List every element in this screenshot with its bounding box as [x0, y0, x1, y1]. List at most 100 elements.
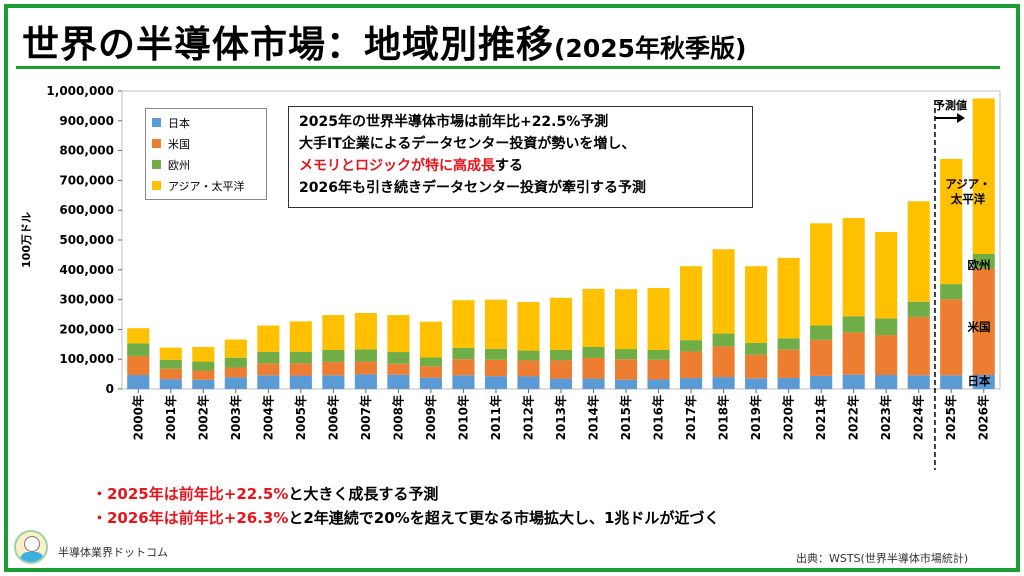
forecast-label: 予測値: [934, 99, 967, 112]
bar-japan-8: [387, 374, 410, 389]
bar-asia-25: [940, 158, 963, 285]
bar-americas-15: [614, 359, 638, 380]
bar-americas-7: [354, 361, 377, 375]
x-tick-label: 2005年: [293, 395, 308, 440]
title-underline: [16, 66, 1000, 69]
x-tick-label: 2020年: [781, 395, 796, 440]
bar-europe-13: [549, 349, 573, 361]
x-tick-label: 2022年: [846, 395, 861, 440]
bar-asia-1: [159, 347, 182, 360]
bar-europe-10: [452, 347, 475, 360]
bar-japan-23: [875, 374, 898, 389]
summary-line-1: 2025年の世界半導体市場は前年比+22.5%予測: [299, 114, 609, 130]
bar-asia-12: [517, 301, 540, 351]
bar-japan-26: [972, 374, 995, 389]
segment-label-japan: 日本: [967, 374, 991, 388]
bar-americas-2: [192, 370, 215, 380]
bar-asia-22: [842, 217, 865, 317]
y-tick-label: 100,000: [59, 352, 114, 366]
bar-japan-15: [614, 379, 638, 389]
segment-label-europe: 欧州: [967, 258, 991, 272]
summary-line-3: メモリとロジックが特に高成長する: [299, 155, 742, 177]
legend-item-asia: アジア・太平洋: [152, 175, 260, 196]
bar-americas-24: [907, 316, 930, 376]
bar-americas-23: [875, 335, 898, 375]
bar-americas-18: [712, 346, 735, 378]
x-tick-label: 2017年: [683, 395, 698, 440]
legend-swatch-americas: [152, 139, 161, 148]
bullet-2-highlight: ・2026年は前年比+26.3%: [92, 509, 289, 527]
bar-asia-16: [647, 287, 670, 350]
bullet-list: ・2025年は前年比+22.5%と大きく成長する予測 ・2026年は前年比+26…: [92, 482, 719, 530]
bar-americas-22: [842, 332, 865, 375]
logo-body: [20, 552, 44, 562]
x-tick-label: 2012年: [520, 395, 535, 440]
bar-europe-24: [907, 301, 930, 317]
bar-americas-0: [127, 355, 150, 375]
bar-europe-19: [745, 342, 768, 355]
bar-americas-17: [680, 351, 703, 378]
bar-europe-17: [680, 340, 703, 352]
x-tick-label: 2002年: [195, 395, 210, 440]
bar-asia-11: [484, 299, 508, 349]
x-tick-label: 2016年: [651, 395, 666, 440]
bar-japan-13: [549, 378, 573, 389]
bar-americas-12: [517, 360, 540, 377]
bullet-1: ・2025年は前年比+22.5%と大きく成長する予測: [92, 482, 719, 506]
bar-americas-25: [940, 299, 963, 376]
bar-japan-24: [907, 375, 930, 389]
chart-legend: 日本 米国 欧州 アジア・太平洋: [145, 108, 267, 200]
bar-europe-6: [322, 349, 345, 362]
segment-label-asia: アジア・ 太平洋: [945, 177, 991, 206]
bar-europe-26: [972, 254, 995, 269]
summary-box: 2025年の世界半導体市場は前年比+22.5%予測 大手IT企業によるデータセン…: [288, 106, 753, 208]
y-tick-label: 0: [106, 382, 114, 396]
bar-japan-17: [680, 377, 703, 389]
summary-line-3-rest: する: [495, 158, 523, 174]
bar-europe-5: [289, 351, 312, 364]
legend-swatch-asia: [152, 181, 161, 190]
bar-japan-22: [842, 374, 865, 389]
bullet-2-rest: と2年連続で20%を超えて更なる市場拡大し、1兆ドルが近づく: [288, 509, 720, 527]
x-tick-label: 2004年: [260, 395, 275, 440]
bar-asia-7: [354, 313, 377, 350]
x-tick-label: 2003年: [228, 395, 243, 440]
bar-americas-9: [419, 366, 442, 378]
bar-asia-4: [257, 325, 280, 352]
bar-americas-1: [159, 368, 182, 380]
bar-asia-8: [387, 315, 410, 353]
bar-europe-16: [647, 349, 670, 360]
legend-item-japan: 日本: [152, 112, 260, 133]
bar-americas-26: [972, 268, 995, 375]
bar-europe-18: [712, 333, 735, 347]
bar-japan-18: [712, 377, 735, 389]
bar-japan-5: [289, 375, 312, 389]
x-tick-label: 2015年: [618, 395, 633, 440]
bar-europe-4: [257, 351, 280, 364]
legend-item-americas: 米国: [152, 133, 260, 154]
x-tick-label: 2024年: [911, 395, 926, 440]
logo-face: [24, 536, 40, 552]
x-tick-label: 2006年: [325, 395, 340, 440]
bar-japan-2: [192, 379, 215, 389]
bar-japan-6: [322, 375, 345, 389]
bar-asia-10: [452, 300, 475, 348]
bar-europe-15: [614, 349, 638, 360]
bar-japan-10: [452, 375, 475, 389]
y-tick-label: 900,000: [59, 114, 114, 128]
y-tick-label: 800,000: [59, 144, 114, 158]
bar-americas-21: [810, 339, 833, 376]
bar-japan-25: [940, 375, 963, 389]
x-tick-label: 2011年: [488, 395, 503, 440]
bar-asia-17: [680, 266, 703, 341]
x-tick-label: 2018年: [716, 395, 731, 440]
bar-asia-24: [907, 201, 930, 302]
bar-americas-5: [289, 363, 312, 376]
bar-europe-3: [224, 357, 247, 368]
bar-asia-9: [419, 321, 442, 358]
brand-logo-icon: [14, 530, 48, 564]
bar-europe-2: [192, 361, 215, 371]
bar-europe-20: [777, 338, 800, 350]
legend-item-europe: 欧州: [152, 154, 260, 175]
